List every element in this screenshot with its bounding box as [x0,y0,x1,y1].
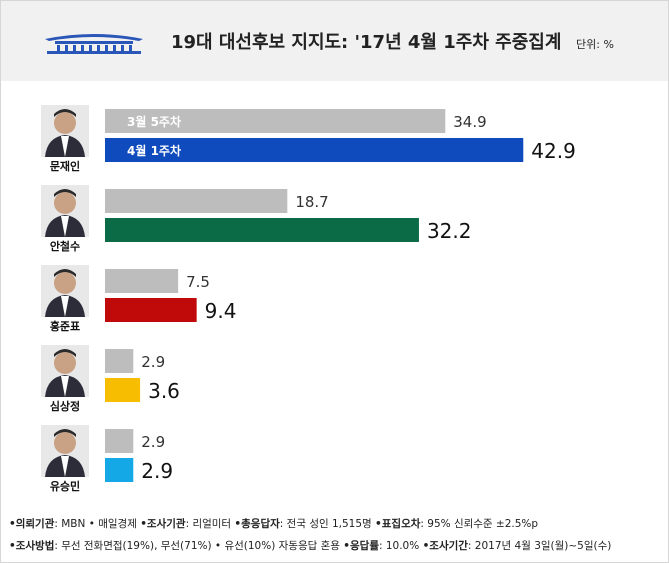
value-label-prev: 7.5 [186,273,210,291]
candidate-portrait-icon [41,425,89,477]
candidate-name: 문재인 [50,159,80,173]
footer-key: 조사기간 [429,540,468,552]
footer-key: 조사방법 [15,540,55,552]
candidate-portrait-icon [41,185,89,237]
footer-key: 표집오차 [381,518,421,530]
footer-row-1: •의뢰기관: MBN • 매일경제 •조사기관: 리얼미터 •총응답자: 전국 … [9,513,661,535]
value-label-current: 32.2 [427,219,472,243]
bar-current-week [105,458,134,482]
candidate-name: 안철수 [50,239,80,253]
footer-bullet: • [422,540,430,552]
footer-bullet: • [375,518,382,530]
bar-current-week [105,298,197,322]
footer-value: : 무선 전화면접(19%), 무선(71%) • 유선(10%) 자동응답 혼… [54,540,344,552]
footer-value: : 전국 성인 1,515명 [279,518,376,530]
candidate-name: 홍준표 [50,319,80,333]
candidate-portrait-icon [41,105,89,157]
candidate-portrait-icon [41,265,89,317]
bar-prev-week [105,189,288,213]
candidate-group: 안철수 18.7 32.2 [41,185,471,253]
candidate-group: 심상정 2.9 3.6 [41,345,180,413]
legend-current-week: 4월 1주차 [127,143,181,158]
chart-title: 19대 대선후보 지지도: '17년 4월 1주차 주중집계 [171,32,562,53]
value-label-current: 3.6 [148,379,180,403]
candidate-group: 홍준표 7.5 9.4 [41,265,236,333]
footer-bullet: • [9,518,16,530]
bar-current-week [105,218,419,242]
value-label-prev: 18.7 [295,193,328,211]
footer-row-2: •조사방법: 무선 전화면접(19%), 무선(71%) • 유선(10%) 자… [9,535,661,557]
bar-prev-week [105,349,134,373]
value-label-current: 42.9 [531,139,576,163]
value-label-prev: 2.9 [141,353,165,371]
bar-prev-week [105,269,179,293]
footer-value: : 리얼미터 [185,518,235,530]
bar-prev-week [105,429,134,453]
footer-value: : 10.0% [378,540,423,552]
footer-key: 총응답자 [241,518,280,530]
candidate-group: 문재인 34.9 42.9 3월 5주차 4월 1주차 [41,105,576,173]
footer-bullet: • [234,518,242,530]
blue-house-logo [45,34,143,54]
unit-label: 단위: % [576,38,614,51]
footer-value: : 95% 신뢰수준 ±2.5%p [420,518,539,530]
footer-bullet: • [343,540,350,552]
value-label-current: 2.9 [141,459,173,483]
legend-prev-week: 3월 5주차 [127,114,181,129]
footer-bullet: • [9,540,16,552]
header-bar: 19대 대선후보 지지도: '17년 4월 1주차 주중집계 단위: % [1,1,668,81]
footer-key: 조사기관 [146,518,186,530]
candidate-group: 유승민 2.9 2.9 [41,425,173,493]
survey-footer: •의뢰기관: MBN • 매일경제 •조사기관: 리얼미터 •총응답자: 전국 … [9,513,661,557]
footer-value: : 2017년 4월 3일(월)~5일(수) [467,540,612,552]
footer-key: 의뢰기관 [15,518,55,530]
footer-key: 응답률 [350,540,379,552]
footer-bullet: • [140,518,147,530]
candidate-name: 심상정 [50,399,80,413]
footer-value: : MBN • 매일경제 [54,518,141,530]
bar-current-week [105,378,141,402]
value-label-prev: 34.9 [453,113,486,131]
bar-current-week [105,138,524,162]
value-label-current: 9.4 [205,299,237,323]
value-label-prev: 2.9 [141,433,165,451]
candidate-portrait-icon [41,345,89,397]
bar-prev-week [105,109,446,133]
candidate-name: 유승민 [50,479,80,493]
